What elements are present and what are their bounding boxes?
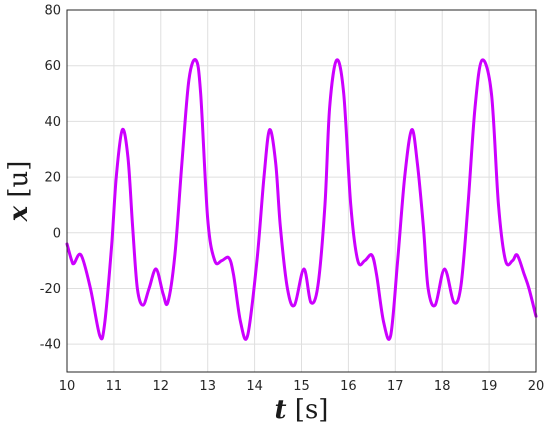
x-tick-label: 10 [59,379,76,394]
y-tick-label: -40 [40,338,61,353]
x-tick-label: 13 [199,379,216,394]
x-tick-label: 12 [153,379,170,394]
x-axis-variable: t [275,395,287,425]
y-tick-label: 60 [44,59,61,74]
y-tick-label: -20 [40,282,61,297]
x-axis-unit: [s] [287,395,329,425]
y-tick-label: 40 [44,115,61,130]
series-line [65,58,538,341]
y-tick-label: 0 [53,226,61,241]
y-axis-unit: [u] [4,161,34,206]
grid [66,9,537,372]
x-tick-label: 17 [387,379,404,394]
x-tick-label: 18 [434,379,451,394]
tick-labels: 10 11 12 13 14 15 16 17 18 19 20 -40 -20 0 20 40 60 80 [40,4,545,395]
x-tick-label: 16 [340,379,357,394]
y-axis-label: x [u] [4,161,34,223]
y-tick-label: 20 [44,171,61,186]
y-axis-variable: x [4,205,34,222]
x-tick-label: 14 [246,379,263,394]
series-layer [65,58,538,341]
x-tick-label: 15 [293,379,310,394]
x-tick-label: 19 [481,379,498,394]
y-tick-label: 80 [44,4,61,19]
plot-frame [66,9,537,373]
x-tick-label: 20 [528,379,545,394]
x-tick-label: 11 [106,379,123,394]
x-axis-label: t [s] [275,395,329,425]
